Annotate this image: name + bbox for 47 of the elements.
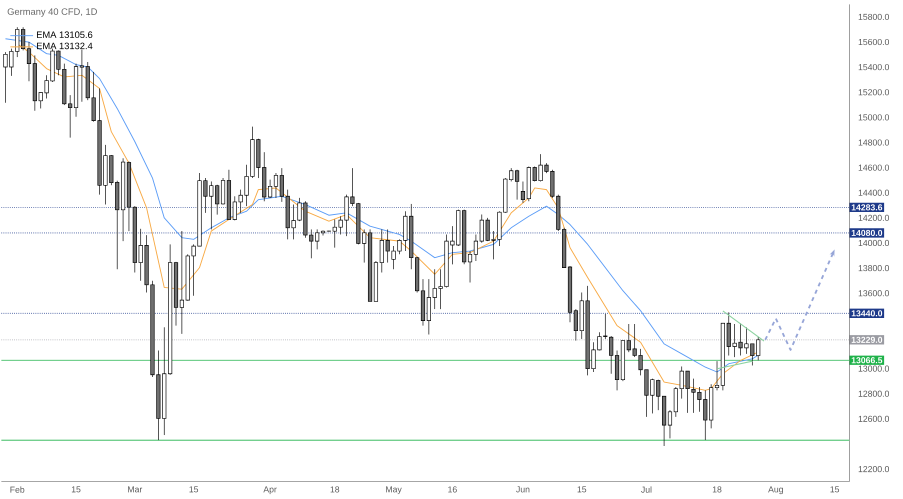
x-tick-label: 15 — [578, 486, 586, 492]
y-tick-label: 14800.0 — [858, 139, 890, 146]
candlestick — [668, 410, 672, 439]
ref-line-label: 13066.5 — [852, 357, 882, 364]
y-tick-label: 12600.0 — [858, 416, 890, 422]
x-tick-label: 16 — [448, 486, 457, 492]
ref-line-label: 14283.6 — [852, 204, 882, 210]
candlestick — [297, 198, 302, 222]
y-tick-label: 12800.0 — [858, 390, 890, 397]
x-tick-label: Jun — [516, 486, 530, 492]
x-tick-label: 18 — [330, 486, 340, 492]
candlestick — [468, 250, 472, 283]
y-tick-label: 14200.0 — [858, 214, 890, 221]
y-tick-label: 15800.0 — [858, 14, 890, 20]
y-tick-label: 14400.0 — [858, 190, 890, 196]
y-tick-label: 15600.0 — [858, 38, 890, 46]
ref-line-label: 14080.0 — [852, 230, 882, 236]
x-tick-label: Mar — [128, 486, 142, 492]
y-tick-label: 15000.0 — [858, 114, 890, 120]
candlestick — [691, 378, 696, 414]
x-tick-label: May — [386, 486, 402, 494]
ref-line-label: 13440.0 — [852, 310, 882, 316]
candlestick — [26, 42, 32, 82]
y-tick-label: 15400.0 — [858, 64, 890, 70]
y-tick-label: 13600.0 — [858, 290, 890, 296]
x-tick-label: 15 — [830, 486, 840, 492]
x-tick-label: Aug — [768, 486, 783, 494]
y-tick-label: 15200.0 — [858, 89, 890, 96]
y-tick-label: 14000.0 — [858, 240, 890, 246]
legend-label: EMA 13105.6 — [36, 31, 92, 38]
y-tick-label: 13000.0 — [858, 366, 890, 372]
x-tick-label: 18 — [712, 486, 722, 492]
x-tick-label: 15 — [72, 486, 80, 492]
candlestick — [714, 360, 720, 391]
candlestick — [274, 172, 278, 198]
x-tick-label: Feb — [10, 486, 24, 493]
x-tick-label: Jul — [641, 486, 652, 493]
chart-title: Germany 40 CFD, 1D — [8, 8, 97, 17]
candlestick — [544, 162, 549, 174]
y-tick-label: 12200.0 — [858, 466, 890, 472]
x-tick-label: 15 — [189, 486, 198, 492]
candlestick — [591, 342, 596, 372]
ref-line-label: 13229.0 — [852, 336, 882, 343]
y-tick-label: 14600.0 — [858, 164, 890, 171]
x-tick-label: Apr — [263, 486, 277, 494]
legend-label: EMA 13132.4 — [36, 42, 92, 50]
y-tick-label: 13800.0 — [858, 265, 890, 272]
